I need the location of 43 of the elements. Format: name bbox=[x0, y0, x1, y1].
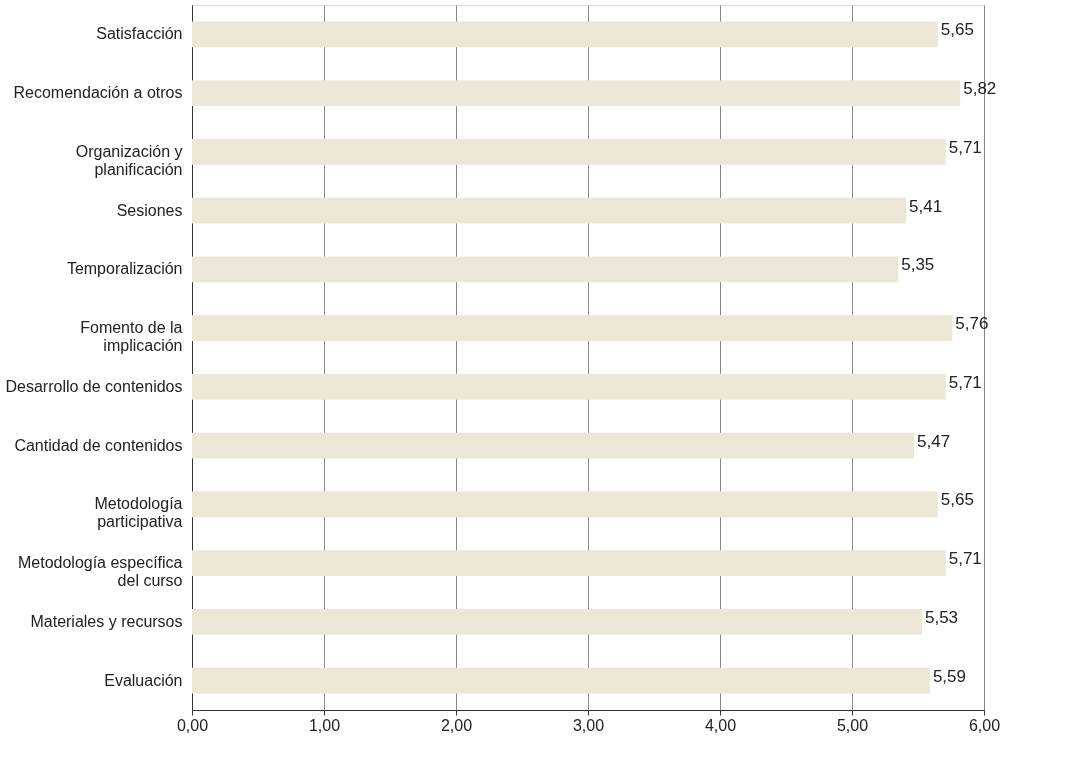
y-tick-label: Desarrollo de contenidos bbox=[5, 377, 183, 395]
y-tick-label: Organización y planificación bbox=[75, 142, 183, 178]
data-label: 5,82 bbox=[963, 79, 997, 99]
y-tick-label: Metodología específica del curso bbox=[17, 554, 183, 590]
x-tick-label: 1,00 bbox=[308, 716, 341, 734]
x-tick-label: 3,00 bbox=[572, 716, 605, 734]
data-label: 5,65 bbox=[940, 490, 974, 510]
bar bbox=[192, 21, 938, 48]
bar bbox=[192, 491, 938, 518]
bar bbox=[192, 80, 961, 107]
data-label: 5,41 bbox=[909, 196, 943, 216]
y-tick-label: Fomento de la implicación bbox=[80, 319, 183, 355]
bar bbox=[192, 138, 946, 165]
bar bbox=[192, 315, 953, 342]
y-tick-label: Temporalización bbox=[66, 260, 183, 278]
data-label: 5,65 bbox=[940, 20, 974, 40]
y-tick-label: Metodología participativa bbox=[94, 495, 183, 531]
x-tick-label: 5,00 bbox=[836, 716, 869, 734]
x-tick-label: 4,00 bbox=[704, 716, 737, 734]
data-label: 5,71 bbox=[948, 549, 982, 569]
bar bbox=[192, 373, 946, 400]
x-tick-label: 6,00 bbox=[968, 716, 1001, 734]
bar bbox=[192, 608, 922, 635]
y-tick-label: Cantidad de contenidos bbox=[14, 436, 183, 454]
data-label: 5,76 bbox=[955, 314, 989, 334]
y-tick-label: Materiales y recursos bbox=[30, 612, 183, 630]
y-tick-label: Evaluación bbox=[104, 671, 183, 689]
bar bbox=[192, 197, 907, 224]
bar bbox=[192, 432, 915, 459]
y-tick-label: Satisfacción bbox=[96, 25, 183, 43]
data-label: 5,47 bbox=[917, 431, 951, 451]
y-tick-label: Sesiones bbox=[116, 201, 183, 219]
data-label: 5,71 bbox=[948, 372, 982, 392]
data-label: 5,53 bbox=[924, 607, 959, 627]
data-label: 5,35 bbox=[901, 255, 935, 275]
y-tick-label: Recomendación a otros bbox=[13, 84, 183, 102]
bar bbox=[192, 667, 930, 694]
data-label: 5,71 bbox=[948, 137, 982, 157]
data-label: 5,59 bbox=[932, 666, 966, 686]
x-tick-label: 0,00 bbox=[176, 716, 209, 734]
bar bbox=[192, 256, 899, 283]
bar bbox=[192, 550, 946, 577]
x-tick-label: 2,00 bbox=[440, 716, 473, 734]
